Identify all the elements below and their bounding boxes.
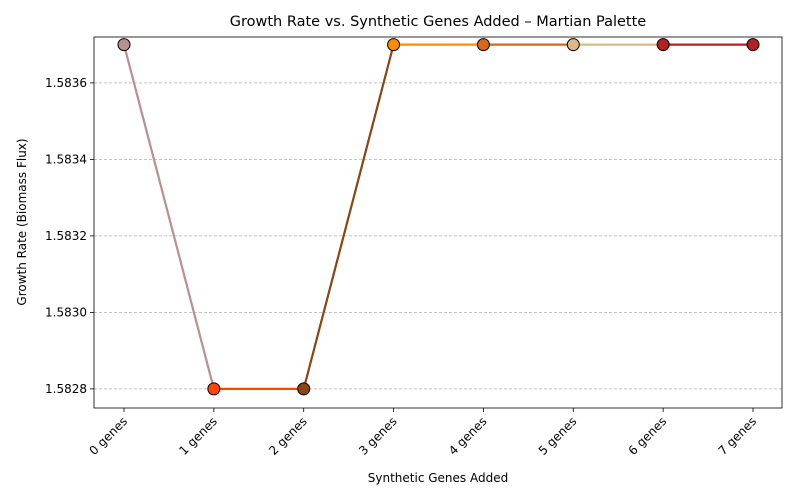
series-segment (302, 43, 395, 390)
data-point (476, 38, 490, 52)
x-tick-label: 7 genes (715, 414, 759, 458)
y-tick-label: 1.5832 (45, 229, 87, 243)
x-tick-label: 0 genes (86, 414, 130, 458)
x-tick-label: 5 genes (536, 414, 580, 458)
grid-lines (94, 82, 782, 390)
x-axis-ticks: 0 genes 1 genes 2 genes 3 genes 4 genes 5 gen… (86, 408, 759, 458)
series-segment (122, 43, 215, 390)
data-point (746, 38, 760, 52)
y-axis-label: Growth Rate (Biomass Flux) (15, 138, 29, 305)
y-tick-label: 1.5830 (45, 305, 87, 319)
chart-title: Growth Rate vs. Synthetic Genes Added – … (230, 14, 647, 30)
series-points (117, 38, 760, 396)
x-tick-label: 2 genes (266, 414, 310, 458)
series-lines (122, 43, 755, 390)
y-tick-label: 1.5828 (45, 382, 87, 396)
x-tick-label: 4 genes (446, 414, 490, 458)
plot-frame (93, 36, 783, 409)
data-point (297, 382, 311, 396)
data-point (656, 38, 670, 52)
data-point (566, 38, 580, 52)
x-tick-label: 1 genes (176, 414, 220, 458)
x-tick-label: 6 genes (626, 414, 670, 458)
data-point (207, 382, 221, 396)
y-tick-label: 1.5836 (45, 76, 87, 90)
y-axis-ticks: 1.5828 1.5830 1.5832 1.5834 1.5836 (45, 76, 94, 396)
data-point (387, 38, 401, 52)
y-tick-label: 1.5834 (45, 152, 87, 166)
data-point (117, 38, 131, 52)
x-tick-label: 3 genes (356, 414, 400, 458)
x-axis-label: Synthetic Genes Added (368, 471, 508, 485)
